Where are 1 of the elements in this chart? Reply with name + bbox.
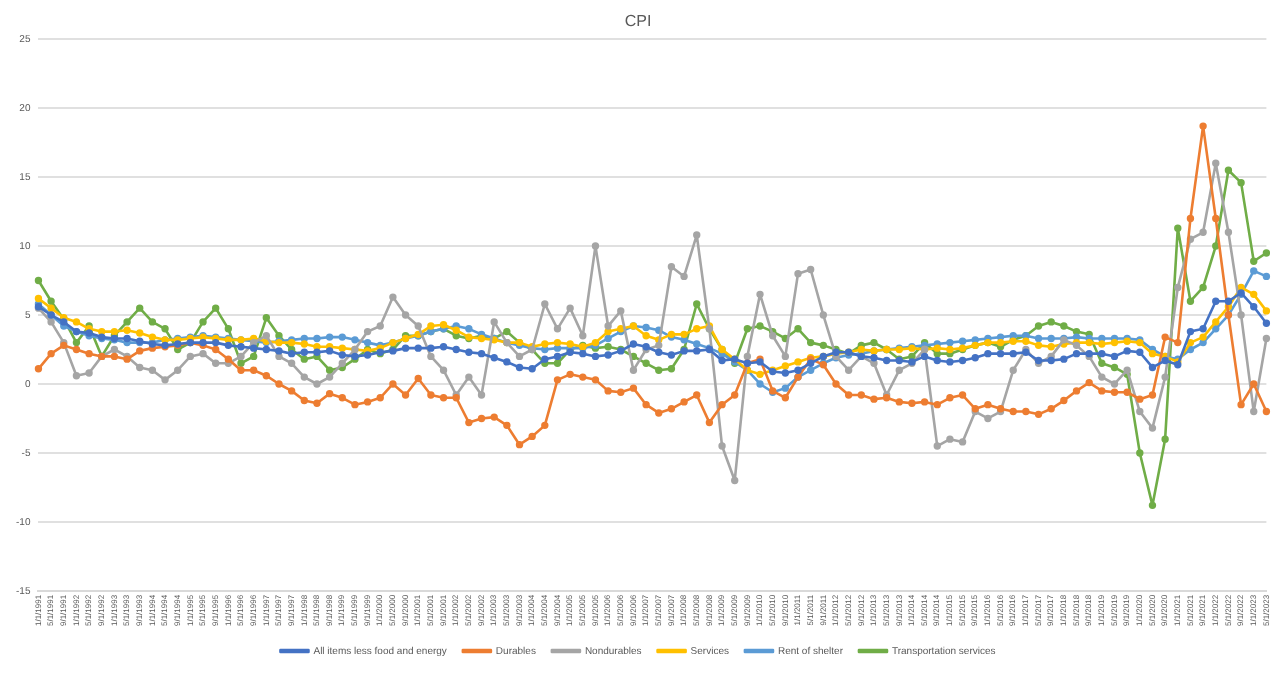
chart-title: CPI [624,12,652,31]
